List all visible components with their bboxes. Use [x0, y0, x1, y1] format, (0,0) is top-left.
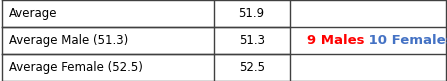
Text: Average Female (52.5): Average Female (52.5): [9, 61, 143, 74]
Text: Average: Average: [9, 7, 58, 20]
Text: 52.5: 52.5: [239, 61, 265, 74]
Text: 51.9: 51.9: [239, 7, 265, 20]
Text: 51.3: 51.3: [239, 34, 265, 47]
Text: 9 Males: 9 Males: [307, 34, 364, 47]
Text: 10 Females: 10 Females: [364, 34, 447, 47]
Text: Average Male (51.3): Average Male (51.3): [9, 34, 128, 47]
